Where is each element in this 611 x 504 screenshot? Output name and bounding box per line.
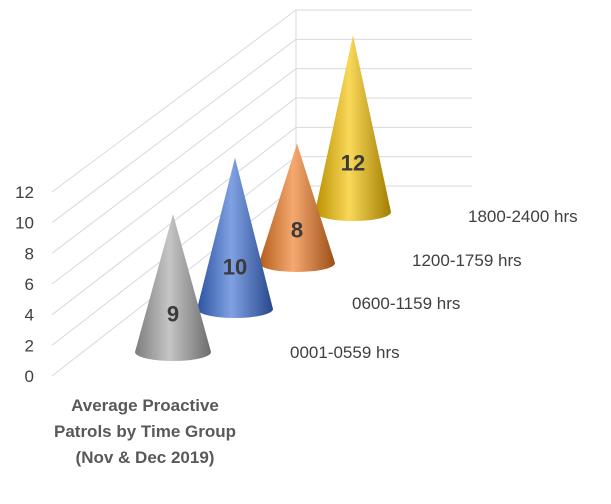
- y-tick-label: 10: [15, 214, 34, 233]
- y-axis-ticks: 0 2 4 6 8 10 12: [15, 183, 34, 386]
- y-tick-label: 2: [25, 336, 34, 355]
- y-tick-label: 4: [25, 306, 34, 325]
- cone-body: [315, 35, 391, 222]
- gridline-diagonal: [51, 97, 297, 285]
- y-tick-label: 6: [25, 275, 34, 294]
- gridlines: [51, 9, 472, 377]
- category-labels: 0001-0559 hrs 0600-1159 hrs 1200-1759 hrs 1…: [290, 207, 578, 362]
- cone-0: [135, 214, 211, 361]
- gridline-diagonal: [51, 68, 297, 254]
- category-label: 1800-2400 hrs: [468, 207, 578, 226]
- data-label: 10: [223, 255, 247, 280]
- cone-3: [315, 35, 391, 222]
- data-labels: 12 8 10 9: [167, 150, 365, 326]
- category-label: 0600-1159 hrs: [352, 294, 460, 313]
- cone-2: [259, 143, 335, 272]
- cone-body: [135, 214, 211, 361]
- data-label: 8: [291, 218, 303, 243]
- chart-title: Average Proactive Patrols by Time Group …: [53, 396, 236, 467]
- y-tick-label: 12: [15, 183, 34, 202]
- cone-1: [197, 157, 273, 318]
- y-tick-label: 8: [25, 244, 34, 263]
- cone-body: [259, 143, 335, 272]
- y-tick-label: 0: [25, 367, 34, 386]
- gridline-diagonal: [51, 38, 297, 224]
- category-label: 1200-1759 hrs: [412, 251, 522, 270]
- data-label: 9: [167, 301, 179, 326]
- category-label: 0001-0559 hrs: [290, 343, 400, 362]
- gridline-diagonal: [51, 9, 297, 193]
- data-label: 12: [341, 150, 365, 175]
- cones: [135, 35, 391, 361]
- cone-body: [197, 157, 273, 318]
